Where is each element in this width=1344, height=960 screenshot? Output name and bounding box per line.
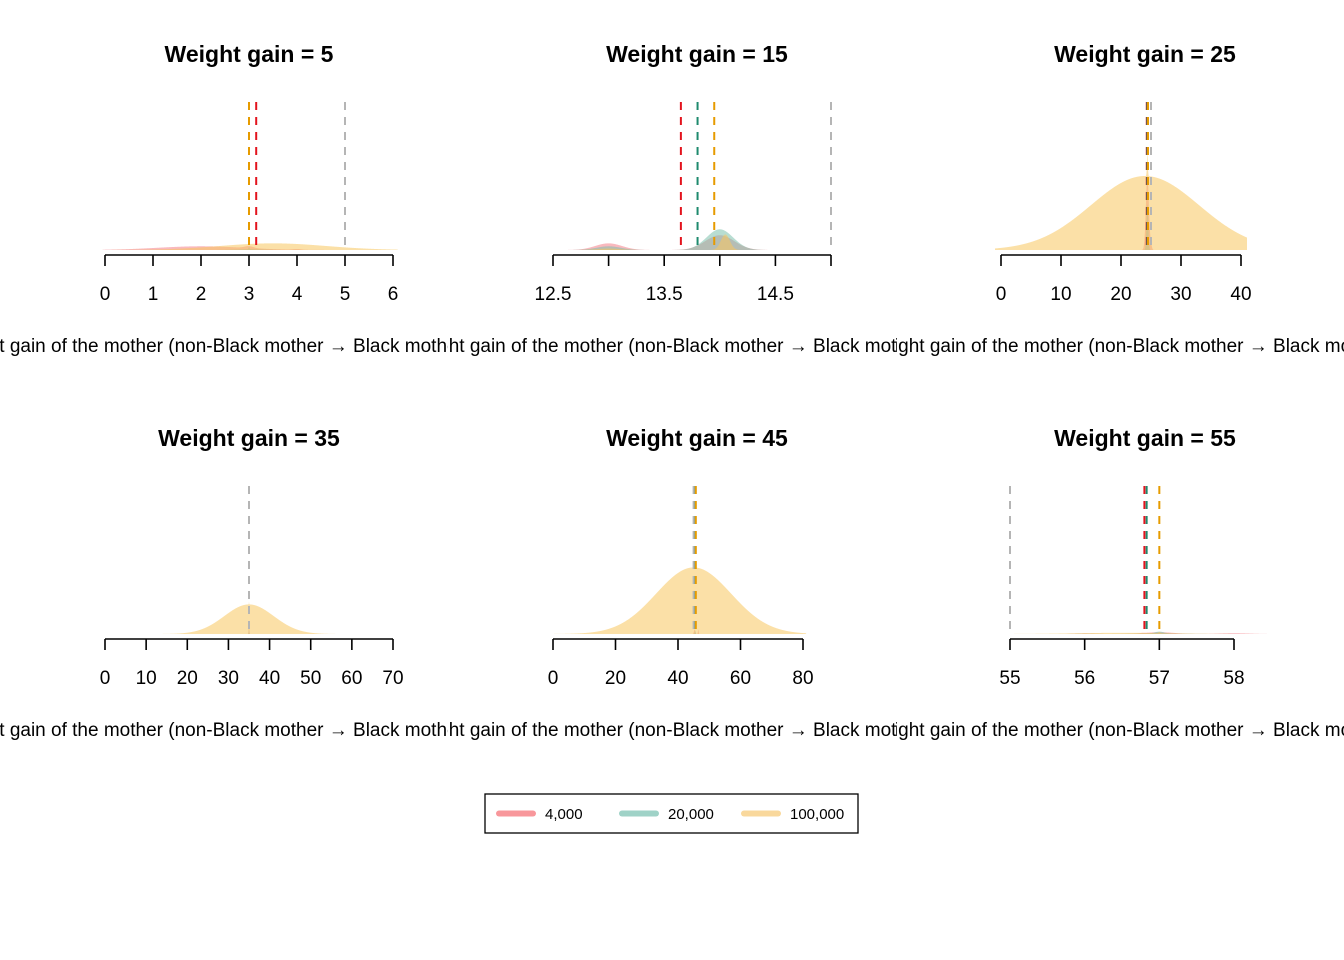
density-areas [102,242,398,250]
tick-label: 20 [177,668,198,689]
legend-label-100000: 100,000 [790,806,844,823]
legend: 4,000 20,000 100,000 [484,793,859,834]
density-area-100000 [104,601,396,634]
tick-label: 80 [792,668,813,689]
estimate-lines [1145,102,1152,250]
tick-label: 3 [244,284,255,305]
panel-3: Weight gain = 25 0 10 20 30 40 Weight gain of … [866,41,1344,357]
tick-label: 20 [605,668,626,689]
density-area-4000 [502,235,831,250]
estimate-lines [692,486,697,634]
panel-title: Weight gain = 25 [1054,41,1236,67]
tick-label: 30 [218,668,239,689]
tick-label: 60 [730,668,751,689]
x-axis: 0 10 20 30 40 [996,254,1252,305]
density-areas [1002,631,1279,634]
density-areas [502,229,831,250]
tick-label: 58 [1223,668,1244,689]
tick-label: 70 [382,668,403,689]
tick-label: 14.5 [757,284,794,305]
panel-title: Weight gain = 45 [606,425,788,451]
density-areas [549,566,807,634]
tick-label: 6 [388,284,399,305]
x-axis-label: Weight gain of the mother (non-Black mot… [866,336,1344,357]
tick-label: 4 [292,284,303,305]
tick-label: 56 [1074,668,1095,689]
x-axis-label: Weight gain of the mother (non-Black mot… [866,720,1344,741]
density-areas [104,601,396,634]
x-axis: 55 56 57 58 [999,638,1245,689]
tick-label: 50 [300,668,321,689]
tick-label: 0 [996,284,1007,305]
tick-label: 40 [259,668,280,689]
density-area-20000 [502,229,831,250]
panel-title: Weight gain = 5 [165,41,334,67]
x-axis: 0 1 2 3 4 5 6 [100,254,399,305]
tick-label: 12.5 [535,284,572,305]
x-axis-label: Weight gain of the mother (non-Black mot… [0,720,470,741]
tick-label: 55 [999,668,1020,689]
tick-label: 13.5 [646,284,683,305]
tick-label: 40 [1230,284,1251,305]
x-axis-label: Weight gain of the mother (non-Black mot… [406,336,931,357]
x-axis: 12.5 13.5 14.5 [535,254,832,305]
estimate-lines [1009,486,1161,634]
tick-label: 0 [100,668,111,689]
x-axis-label: Weight gain of the mother (non-Black mot… [0,336,470,357]
tick-label: 20 [1110,284,1131,305]
estimate-lines [248,102,346,250]
x-axis: 0 10 20 30 40 50 60 70 [100,638,404,689]
panel-title: Weight gain = 35 [158,425,340,451]
tick-label: 40 [667,668,688,689]
panel-1: Weight gain = 5 0 1 2 3 4 5 6 Weight gain of the… [0,41,470,357]
density-area-100000 [102,242,398,250]
x-axis: 0 20 40 60 80 [548,638,814,689]
tick-label: 10 [136,668,157,689]
panel-title: Weight gain = 55 [1054,425,1236,451]
panel-title: Weight gain = 15 [606,41,788,67]
x-axis-label: Weight gain of the mother (non-Black mot… [406,720,931,741]
tick-label: 30 [1170,284,1191,305]
tick-label: 60 [341,668,362,689]
density-area-100000 [995,154,1247,250]
panels: Weight gain = 50123456Weight gain of the… [0,41,1344,741]
estimate-lines [679,102,832,250]
tick-label: 57 [1149,668,1170,689]
tick-label: 1 [148,284,159,305]
tick-label: 10 [1050,284,1071,305]
density-area-100000 [549,566,807,634]
panel-2: Weight gain = 15 12.5 13.5 14.5 Weight gain … [406,41,931,357]
density-area-100000 [1002,631,1279,634]
tick-label: 2 [196,284,207,305]
tick-label: 0 [100,284,111,305]
panel-5: Weight gain = 45 0 20 40 60 80 Weight gain of … [406,425,931,741]
density-areas [995,154,1247,250]
tick-label: 5 [340,284,351,305]
panel-4: Weight gain = 35 0 10 20 30 40 50 60 70 Weight ga… [0,425,470,741]
panel-6: Weight gain = 55 55 56 57 58 Weight gain of t… [866,425,1344,741]
legend-label-20000: 20,000 [668,806,714,823]
density-area-100000 [502,234,831,250]
tick-label: 0 [548,668,559,689]
legend-label-4000: 4,000 [545,806,583,823]
legend-box [484,793,859,834]
